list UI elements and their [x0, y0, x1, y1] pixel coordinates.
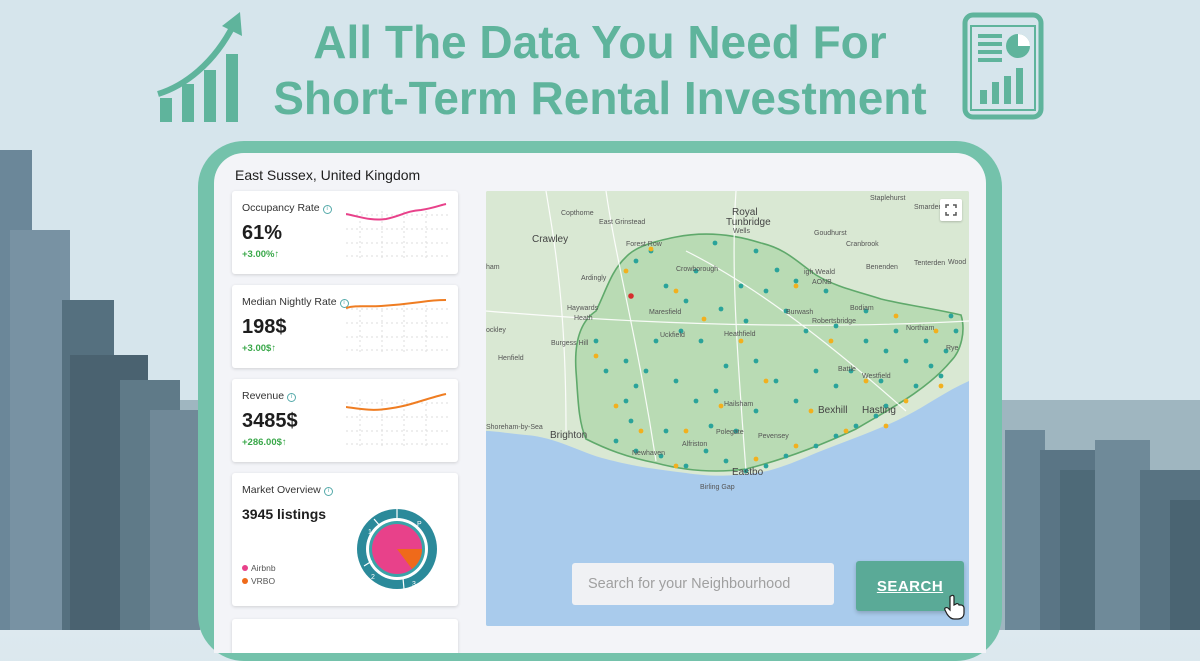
- map-label: Maresfield: [649, 309, 682, 316]
- ring-label-p: P: [417, 521, 422, 528]
- map-label: Shoreham-by-Sea: [486, 424, 543, 431]
- map-label: Newhaven: [632, 450, 666, 457]
- market-donut-chart: 1 P 2 3: [357, 509, 437, 590]
- map-label: Haywards: [567, 305, 599, 312]
- next-card-partial: [232, 619, 458, 653]
- map-label: Burwash: [786, 309, 814, 316]
- map-label: Tunbridge: [726, 217, 771, 228]
- card-change: +286.00$↑: [242, 437, 287, 448]
- map-label: Ardingly: [581, 275, 607, 282]
- card-value: 198$: [242, 316, 287, 338]
- headline-line-2: Short-Term Rental Investment: [273, 72, 927, 124]
- headline-line-1: All The Data You Need For: [313, 16, 887, 68]
- map-label: Smarden: [914, 204, 943, 211]
- listings-map[interactable]: Staplehurst Copthorne East Grinstead Roy…: [486, 191, 969, 626]
- legend-vrbo: VRBO: [242, 576, 275, 586]
- map-label: Battle: [838, 366, 856, 373]
- location-title: East Sussex, United Kingdom: [235, 167, 421, 183]
- info-icon[interactable]: i: [323, 487, 333, 496]
- map-label: Crawley: [532, 234, 569, 245]
- ring-label-3: 3: [412, 581, 416, 588]
- map-label: Northiam: [906, 325, 935, 332]
- map-label: ham: [486, 264, 500, 271]
- map-label: Rye: [946, 345, 959, 352]
- map-label: Staplehurst: [870, 195, 906, 202]
- map-label: Eastbo: [732, 467, 764, 478]
- expand-icon: [945, 204, 957, 216]
- map-label: Bodiam: [850, 305, 874, 312]
- info-icon[interactable]: i: [339, 299, 349, 308]
- market-overview-card[interactable]: Market Overview i 3945 listings Airbnb VR…: [232, 473, 458, 606]
- map-label: Benenden: [866, 264, 898, 271]
- map-label: Burgess Hill: [551, 340, 589, 347]
- map-label: igh Weald: [804, 269, 836, 276]
- map-label: Bexhill: [818, 405, 848, 416]
- nightly-rate-sparkline: [346, 299, 448, 353]
- neighbourhood-search-input[interactable]: [572, 563, 834, 605]
- info-icon[interactable]: i: [322, 205, 332, 214]
- ring-label-2: 2: [371, 574, 375, 581]
- map-label: Crowborough: [676, 266, 719, 273]
- card-label: Revenue i: [242, 390, 297, 402]
- map-label: Robertsbridge: [812, 318, 856, 325]
- map-label: Pevensey: [758, 433, 789, 440]
- search-button[interactable]: SEARCH: [856, 561, 964, 611]
- map-label: Cranbrook: [846, 241, 879, 248]
- map-label: Uckfield: [660, 332, 685, 339]
- hand-cursor-icon: [944, 594, 965, 620]
- dashboard-screen: East Sussex, United Kingdom Occupancy Ra…: [214, 153, 986, 653]
- map-label: Forest Row: [626, 241, 662, 248]
- ring-label-1: 1: [368, 529, 372, 536]
- occupancy-sparkline: [346, 203, 448, 259]
- growth-chart-icon: [157, 12, 242, 122]
- revenue-card[interactable]: Revenue i 3485$ +286.00$↑: [232, 379, 458, 462]
- map-label: Brighton: [550, 430, 588, 441]
- map-label: Copthorne: [561, 210, 594, 217]
- legend-airbnb: Airbnb: [242, 563, 276, 573]
- map-label: Tenterden: [914, 260, 946, 267]
- map-label: Polegate: [716, 429, 744, 436]
- map-label: Heath: [574, 315, 593, 322]
- map-label: Westfield: [862, 373, 891, 380]
- map-label: East Grinstead: [599, 219, 646, 226]
- map-label: Heathfield: [724, 331, 756, 338]
- map-label: Goudhurst: [814, 230, 847, 237]
- card-change: +3.00%↑: [242, 249, 280, 260]
- card-value: 61%: [242, 222, 283, 244]
- map-label: Wells: [733, 228, 750, 235]
- map-label: Royal: [732, 207, 758, 218]
- map-label: Wood: [948, 259, 967, 266]
- listings-count: 3945 listings: [242, 506, 327, 522]
- card-value: 3485$: [242, 410, 298, 432]
- map-label: Alfriston: [682, 441, 708, 448]
- revenue-sparkline: [346, 393, 448, 447]
- fullscreen-button[interactable]: [940, 199, 962, 221]
- report-tablet-icon: [962, 12, 1044, 120]
- card-label: Market Overview i: [242, 484, 333, 496]
- map-label: Hailsham: [724, 401, 754, 408]
- median-nightly-rate-card[interactable]: Median Nightly Rate i 198$ +3.00$↑: [232, 285, 458, 368]
- card-change: +3.00$↑: [242, 343, 277, 354]
- headline: All The Data You Need For Short-Term Ren…: [230, 14, 970, 126]
- card-label: Occupancy Rate i: [242, 202, 332, 214]
- card-label: Median Nightly Rate i: [242, 296, 349, 308]
- map-label: Henfield: [498, 355, 524, 362]
- map-label: ockley: [486, 327, 506, 334]
- map-label: Birling Gap: [700, 484, 735, 491]
- map-label: Hasting: [862, 405, 896, 416]
- info-icon[interactable]: i: [287, 393, 297, 402]
- occupancy-rate-card[interactable]: Occupancy Rate i 61% +3.00%↑: [232, 191, 458, 274]
- map-label: AONB: [812, 279, 832, 286]
